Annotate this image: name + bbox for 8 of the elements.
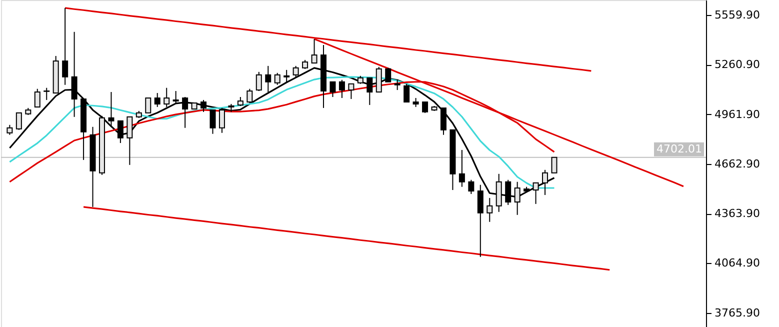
y-tick-label: 4064.90: [714, 256, 760, 270]
y-tick-label: 5559.90: [714, 8, 760, 22]
y-tick-label: 4662.90: [714, 157, 760, 170]
ref-line-label: 4702.01: [656, 142, 702, 156]
y-tick-label: 4961.90: [714, 108, 760, 121]
y-tick-label: 3765.90: [714, 306, 760, 320]
y-tick-label: 5260.90: [714, 58, 760, 72]
y-tick-label: 4363.90: [714, 207, 760, 220]
